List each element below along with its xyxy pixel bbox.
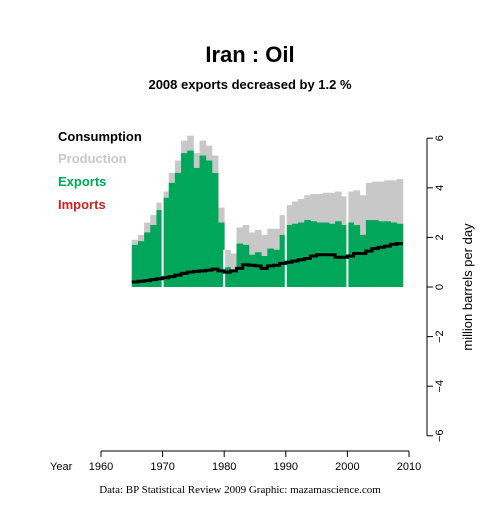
y-tick-label-3: 0 — [434, 284, 446, 290]
legend-exports: Exports — [58, 174, 106, 189]
exports-bar-2005 — [378, 221, 385, 287]
x-axis-label: Year — [50, 461, 73, 473]
exports-bar-1965 — [131, 244, 139, 287]
exports-bar-1985 — [255, 252, 262, 287]
exports-bar-1977 — [205, 160, 213, 287]
exports-bar-1966 — [137, 241, 145, 287]
exports-bar-1984 — [248, 254, 256, 287]
plot-area — [131, 135, 404, 287]
legend-consumption: Consumption — [58, 129, 142, 144]
x-tick-label-1980: 1980 — [212, 461, 236, 473]
exports-bar-2002 — [359, 234, 367, 287]
exports-bar-1998 — [335, 221, 342, 287]
x-axis: 1960 1970 1980 1990 2000 2010 — [89, 450, 421, 473]
y-axis-label: million barrels per day — [460, 223, 475, 351]
x-tick-label-1960: 1960 — [89, 461, 113, 473]
x-tick-label-2000: 2000 — [335, 461, 359, 473]
chart-subtitle: 2008 exports decreased by 1.2 % — [148, 77, 352, 92]
exports-bar-1978 — [211, 172, 219, 287]
exports-bar-1979 — [218, 222, 225, 287]
y-axis: −6 −4 −2 0 2 4 6 — [426, 135, 446, 443]
exports-bar-1994 — [310, 221, 317, 287]
exports-bar-1968 — [150, 225, 157, 287]
exports-bar-2008 — [396, 223, 404, 287]
consumption-line — [131, 242, 403, 284]
y-tick-label-4: 2 — [434, 234, 446, 240]
exports-bar-2003 — [365, 220, 373, 287]
exports-bar-1992 — [298, 222, 305, 287]
exports-bar-1987 — [267, 248, 274, 287]
exports-bar-2001 — [353, 225, 361, 287]
exports-bar-1982 — [236, 243, 244, 287]
exports-bar-1990 — [285, 225, 293, 287]
exports-bar-1989 — [279, 234, 287, 287]
exports-bar-1972 — [174, 172, 182, 287]
exports-bar-1991 — [291, 223, 299, 287]
exports-bar-2006 — [384, 221, 391, 287]
exports-bar-1967 — [144, 232, 151, 287]
x-tick-label-2010: 2010 — [397, 461, 421, 473]
exports-bar-1988 — [273, 249, 281, 287]
exports-bar-2004 — [372, 220, 379, 287]
legend-production: Production — [58, 151, 127, 166]
exports-bar-1975 — [193, 167, 200, 287]
data-credit: Data: BP Statistical Review 2009 Graphic… — [99, 484, 381, 496]
x-tick-label-1990: 1990 — [274, 461, 298, 473]
exports-bar-2007 — [390, 222, 398, 287]
y-tick-label-5: 4 — [434, 185, 446, 191]
y-tick-label-6: 6 — [434, 135, 446, 141]
exports-bar-1974 — [187, 150, 194, 287]
x-tick-label-1970: 1970 — [150, 461, 174, 473]
exports-bar-1986 — [261, 256, 268, 287]
y-tick-label-1: −4 — [434, 380, 446, 393]
exports-bar-1976 — [199, 155, 207, 287]
exports-bar-1971 — [168, 182, 176, 287]
exports-bar-1981 — [230, 269, 237, 287]
exports-bar-1993 — [304, 220, 311, 287]
legend-imports: Imports — [58, 197, 106, 212]
exports-bar-1969 — [156, 210, 163, 287]
chart-title: Iran : Oil — [205, 42, 294, 67]
exports-bar-1970 — [162, 197, 170, 287]
y-tick-label-2: −2 — [434, 330, 446, 343]
exports-bar-1980 — [224, 267, 231, 287]
exports-bar-1973 — [181, 153, 188, 287]
y-tick-label-0: −6 — [434, 430, 446, 443]
